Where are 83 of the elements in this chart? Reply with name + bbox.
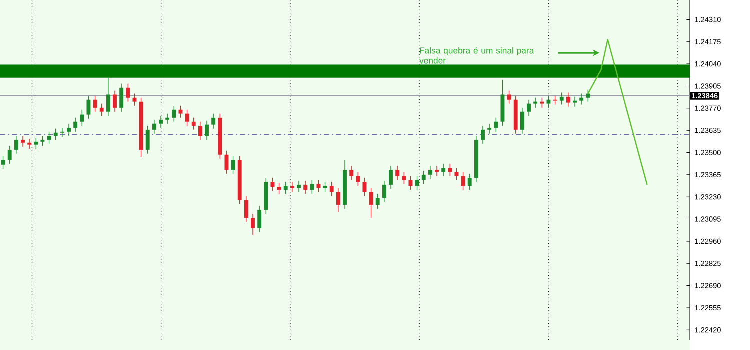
candlestick xyxy=(198,122,202,140)
candlestick xyxy=(356,172,360,186)
candlestick xyxy=(93,96,98,112)
candlestick xyxy=(573,96,577,108)
candlestick xyxy=(1,156,6,170)
candlestick xyxy=(60,128,64,138)
candlestick xyxy=(21,136,25,148)
candlestick xyxy=(369,188,374,218)
candlestick xyxy=(106,78,110,116)
candlestick xyxy=(290,182,294,192)
candlestick xyxy=(100,103,104,116)
candlestick xyxy=(481,126,485,144)
candlestick xyxy=(362,178,367,196)
annotation: Falsa quebra é um sinal para vender xyxy=(420,47,534,64)
candlestick xyxy=(40,136,45,146)
candlestick xyxy=(28,138,32,150)
candlestick xyxy=(435,166,439,176)
candlestick xyxy=(304,180,308,194)
candlestick xyxy=(382,180,386,202)
candlestick xyxy=(350,166,354,180)
candlestick xyxy=(270,178,275,192)
candlestick xyxy=(415,176,420,190)
candlestick xyxy=(442,164,446,176)
candlestick xyxy=(166,113,170,124)
candlestick xyxy=(113,90,117,112)
candlestick xyxy=(396,166,400,180)
candlestick xyxy=(402,172,406,184)
candlestick xyxy=(540,98,544,108)
candlestick xyxy=(336,188,340,212)
candlestick xyxy=(224,150,229,174)
candlestick xyxy=(494,118,498,132)
candlestick xyxy=(258,206,262,232)
candlestick xyxy=(376,194,380,210)
candlestick xyxy=(560,92,564,106)
candlestick xyxy=(244,196,248,222)
candlestick xyxy=(507,90,512,104)
candlestick xyxy=(448,164,452,176)
candlestick xyxy=(330,182,334,196)
candlestick xyxy=(488,124,492,134)
candlestick xyxy=(126,83,130,102)
candlestick xyxy=(192,118,196,130)
candlestick xyxy=(534,98,538,108)
candlestick xyxy=(408,176,413,190)
candlestick xyxy=(251,214,255,236)
candlestick xyxy=(152,120,156,134)
candlestick xyxy=(14,136,18,154)
candlestick xyxy=(316,180,321,192)
candlestick xyxy=(146,126,150,154)
candlestick xyxy=(284,182,288,194)
candlestick xyxy=(546,96,551,108)
candlestick xyxy=(566,92,570,108)
candlestick xyxy=(580,93,584,106)
candlestick xyxy=(454,168,459,180)
candlestick xyxy=(389,166,393,190)
candlestick xyxy=(310,180,314,194)
candlestick xyxy=(74,118,78,132)
candlestick xyxy=(461,172,466,190)
candlestick xyxy=(132,93,137,106)
candlestick xyxy=(185,110,190,126)
candlestick xyxy=(428,166,432,180)
candlestick xyxy=(80,110,84,126)
candlestick xyxy=(67,124,71,136)
candlestick xyxy=(54,128,58,140)
candlestick xyxy=(468,174,472,190)
candlestick xyxy=(120,83,124,112)
candlestick xyxy=(297,180,301,192)
candlestick xyxy=(212,113,216,130)
candlestick xyxy=(520,108,524,134)
candlestick xyxy=(47,132,52,144)
candlestick xyxy=(205,120,209,140)
candlestick xyxy=(527,100,531,116)
candlestick xyxy=(323,182,328,192)
candlestick xyxy=(8,146,12,164)
candlestick xyxy=(586,90,590,102)
candlestick xyxy=(172,106,176,122)
candlestick xyxy=(277,182,282,194)
line-series xyxy=(588,39,648,186)
candlestick xyxy=(231,156,236,174)
candlestick xyxy=(422,170,426,184)
candlestick xyxy=(178,106,183,118)
candlestick xyxy=(34,138,38,150)
candlestick xyxy=(159,116,163,128)
candlestick xyxy=(86,96,91,120)
